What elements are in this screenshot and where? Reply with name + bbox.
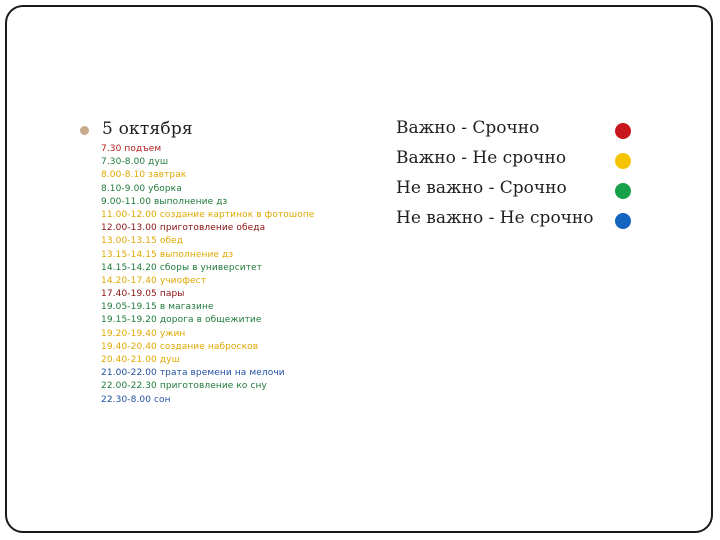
red-circle-icon <box>615 123 631 139</box>
legend-row-not-important-urgent: Не важно - Срочно <box>396 178 656 208</box>
legend-label: Важно - Не срочно <box>396 148 567 168</box>
schedule-item: 20.40-21.00 душ <box>101 355 180 365</box>
schedule-item: 19.20-19.40 ужин <box>101 328 186 339</box>
priority-legend: Важно - Срочно Важно - Не срочно Не важн… <box>396 118 656 238</box>
schedule-item: 19.05-19.15 в магазине <box>101 302 214 313</box>
schedule-item: 13.00-13.15 обед <box>101 236 184 247</box>
legend-label: Не важно - Не срочно <box>396 208 594 228</box>
legend-row-not-important-not-urgent: Не важно - Не срочно <box>396 208 656 238</box>
schedule-item: 9.00-11.00 выполнение дз <box>101 196 228 207</box>
schedule-item: 7.30 подъем <box>101 144 162 154</box>
schedule-item: 8.10-9.00 уборка <box>101 183 182 194</box>
schedule-list: 7.30 подъем 7.30-8.00 душ 8.00-8.10 завт… <box>101 143 341 407</box>
legend-label: Не важно - Срочно <box>396 178 567 198</box>
schedule-item: 11.00-12.00 создание картинок в фотошопе <box>101 209 315 220</box>
schedule-item: 8.00-8.10 завтрак <box>101 170 187 181</box>
bullet-icon <box>80 126 89 135</box>
legend-row-important-urgent: Важно - Срочно <box>396 118 656 148</box>
schedule-item: 17.40-19.05 пары <box>101 289 185 300</box>
slide-title: 5 октября <box>102 119 193 139</box>
schedule-item: 14.15-14.20 сборы в университет <box>101 262 263 273</box>
schedule-item: 12.00-13.00 приготовление обеда <box>101 223 266 234</box>
schedule-item: 19.40-20.40 создание набросков <box>101 341 259 352</box>
schedule-item: 7.30-8.00 душ <box>101 157 169 168</box>
schedule-item: 19.15-19.20 дорога в общежитие <box>101 315 262 326</box>
legend-row-important-not-urgent: Важно - Не срочно <box>396 148 656 178</box>
yellow-circle-icon <box>615 153 631 169</box>
schedule-item: 21.00-22.00 трата времени на мелочи <box>101 368 285 379</box>
green-circle-icon <box>615 183 631 199</box>
schedule-item: 13.15-14.15 выполнение дз <box>101 249 234 260</box>
schedule-item: 22.30-8.00 сон <box>101 394 171 405</box>
schedule-item: 14.20-17.40 учиофест <box>101 275 207 286</box>
blue-circle-icon <box>615 213 631 229</box>
slide-frame <box>5 5 713 533</box>
legend-label: Важно - Срочно <box>396 118 540 138</box>
schedule-item: 22.00-22.30 приготовление ко сну <box>101 381 267 392</box>
